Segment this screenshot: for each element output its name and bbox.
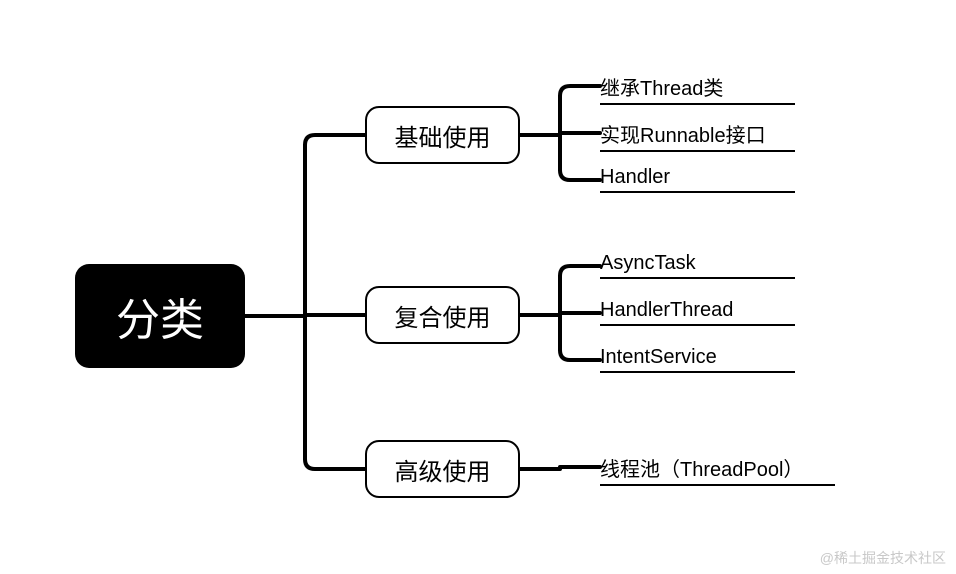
leaf-node: 线程池（ThreadPool） xyxy=(600,453,835,486)
leaf-node: HandlerThread xyxy=(600,299,795,326)
branch-node-basic: 基础使用 xyxy=(365,106,520,164)
leaf-node: AsyncTask xyxy=(600,252,795,279)
leaf-node: IntentService xyxy=(600,346,795,373)
leaf-node: 实现Runnable接口 xyxy=(600,119,795,152)
branch-node-composite: 复合使用 xyxy=(365,286,520,344)
leaf-node: 继承Thread类 xyxy=(600,72,795,105)
branch-node-advanced: 高级使用 xyxy=(365,440,520,498)
root-node: 分类 xyxy=(75,264,245,368)
leaf-node: Handler xyxy=(600,166,795,193)
watermark-text: @稀土掘金技术社区 xyxy=(820,548,946,568)
